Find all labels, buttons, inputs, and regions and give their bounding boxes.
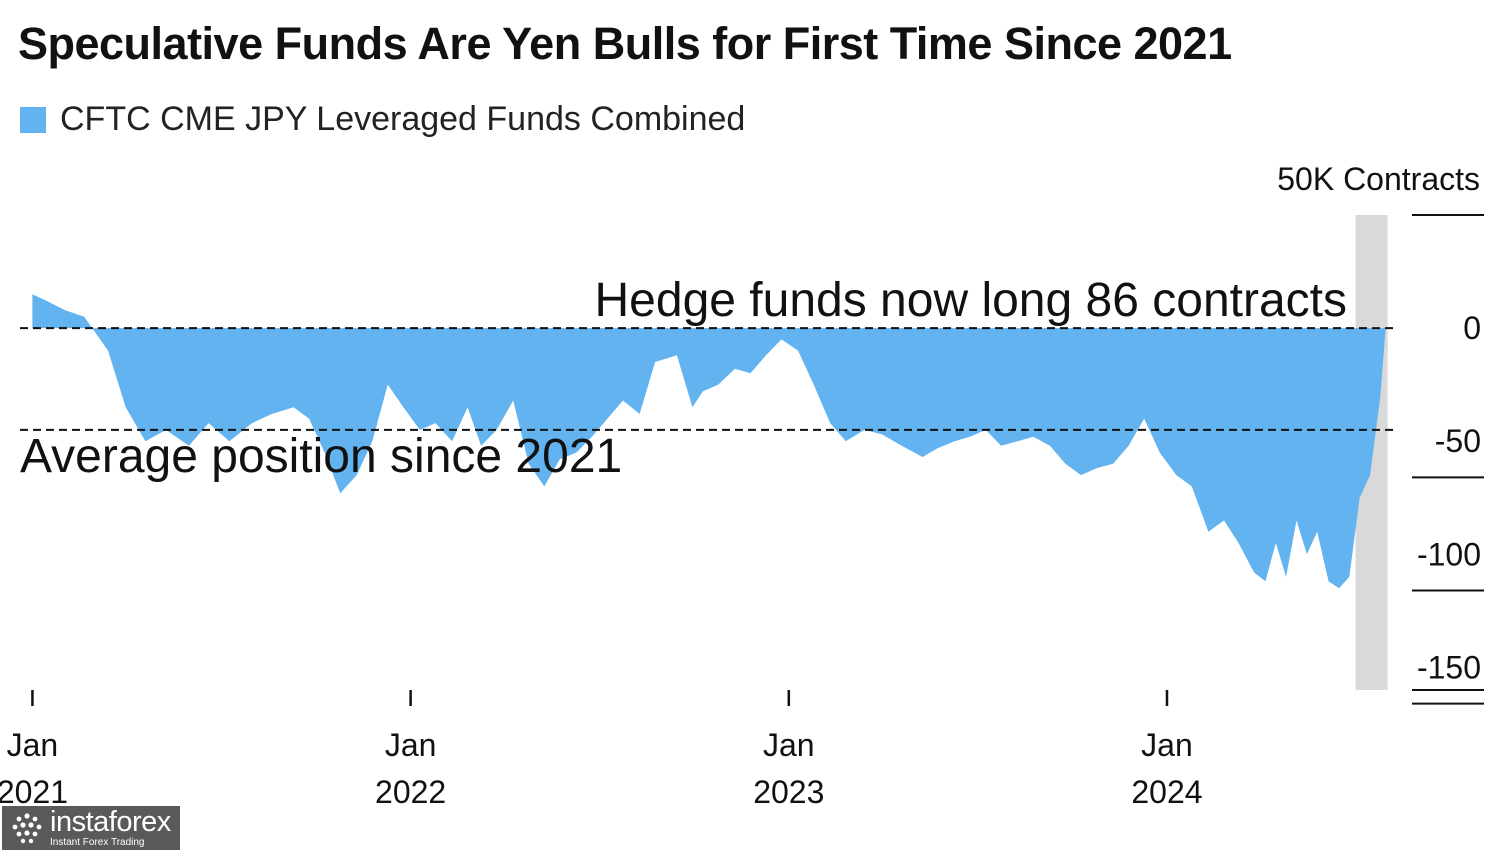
y-tick-label: -100 [1417,536,1481,572]
x-tick-label-month: Jan [385,727,437,763]
reference-label-average: Average position since 2021 [20,430,622,483]
x-tick-label-month: Jan [7,727,59,763]
legend: CFTC CME JPY Leveraged Funds Combined [20,100,745,139]
y-axis-unit-label: 50K Contracts [1277,161,1480,197]
y-tick-label: -50 [1435,423,1481,459]
reference-label-hedge-funds: Hedge funds now long 86 contracts [595,274,1347,327]
x-tick-label-month: Jan [1141,727,1193,763]
y-tick-label: 0 [1463,310,1481,346]
watermark-logo: instaforex Instant Forex Trading [2,806,180,850]
series-area [32,294,1386,589]
legend-label: CFTC CME JPY Leveraged Funds Combined [60,100,746,138]
globe-dots-icon [12,813,42,844]
y-axis: 50K Contracts 0 -50 -100 -150 [1277,161,1484,705]
x-tick-label-year: 2021 [0,774,68,810]
legend-swatch [20,106,46,133]
x-tick-label-month: Jan [763,727,815,763]
chart-title: Speculative Funds Are Yen Bulls for Firs… [18,18,1232,69]
x-axis: Jan 2021 Jan 2022 Jan 2023 Jan 2024 [0,690,1203,810]
watermark-name: instaforex [50,806,171,838]
x-tick-label-year: 2024 [1131,774,1202,810]
y-tick-label: -150 [1417,649,1481,685]
x-tick-label-year: 2023 [753,774,824,810]
x-tick-label-year: 2022 [375,774,446,810]
watermark-tagline: Instant Forex Trading [50,837,145,848]
